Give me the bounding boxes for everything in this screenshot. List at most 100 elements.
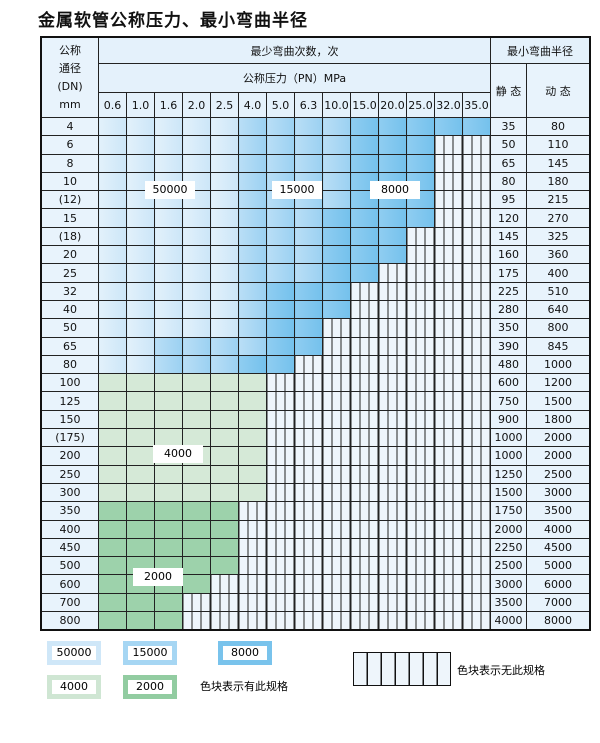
spec-cell: [154, 318, 183, 338]
table-row: 500 2500 5000: [40, 556, 591, 576]
no-spec-cell: [434, 299, 463, 320]
dynamic-radius-cell: 4500: [526, 537, 591, 558]
dynamic-radius-cell: 800: [526, 318, 591, 338]
no-spec-cell: [294, 428, 323, 448]
spec-cell: [294, 281, 323, 301]
no-spec-cell: [238, 519, 267, 539]
spec-cell: [126, 446, 155, 466]
spec-cell: [182, 464, 211, 484]
spec-cell: [210, 153, 239, 173]
spec-cell: [154, 373, 183, 393]
dynamic-radius-cell: 1000: [526, 354, 591, 375]
no-spec-cell: [322, 592, 351, 613]
no-spec-cell: [350, 409, 379, 430]
spec-cell: [98, 391, 127, 411]
spec-cell: [126, 299, 155, 320]
spec-cell: [154, 135, 183, 155]
legend-no-spec-swatch: [353, 652, 451, 686]
no-spec-cell: [294, 354, 323, 375]
spec-cell: [238, 464, 267, 484]
no-spec-cell: [434, 336, 463, 356]
spec-cell: [294, 226, 323, 247]
spec-cell: [154, 336, 183, 356]
static-radius-cell: 160: [490, 245, 527, 265]
spec-cell: [322, 208, 351, 228]
spec-cell: [210, 482, 239, 503]
spec-cell: [154, 592, 183, 613]
dn-cell: 400: [40, 519, 99, 539]
table-row: 80 480 1000: [40, 354, 591, 375]
dynamic-radius-cell: 640: [526, 299, 591, 320]
spec-cell: [238, 373, 267, 393]
no-spec-cell: [462, 354, 491, 375]
no-spec-cell: [378, 464, 407, 484]
no-spec-cell: [434, 501, 463, 521]
no-spec-cell: [350, 501, 379, 521]
spec-cell: [266, 263, 295, 283]
spec-cell: [294, 318, 323, 338]
spec-cell: [238, 135, 267, 155]
dynamic-radius-cell: 6000: [526, 574, 591, 594]
no-spec-cell: [322, 373, 351, 393]
spec-cell: [154, 226, 183, 247]
no-spec-cell: [266, 501, 295, 521]
pressure-col-header: 25.0: [406, 92, 435, 118]
spec-cell: [154, 482, 183, 503]
spec-cell: [294, 245, 323, 265]
spec-cell: [98, 153, 127, 173]
spec-cell: [98, 482, 127, 503]
no-spec-cell: [462, 208, 491, 228]
legend-swatch-15000: 15000: [123, 641, 177, 665]
legend-swatch-2000: 2000: [123, 675, 177, 699]
no-spec-cell: [406, 245, 435, 265]
spec-cell: [210, 373, 239, 393]
no-spec-cell: [210, 574, 239, 594]
spec-cell: [378, 135, 407, 155]
spec-cell: [182, 208, 211, 228]
no-spec-cell: [322, 574, 351, 594]
no-spec-cell: [378, 556, 407, 576]
no-spec-cell: [294, 501, 323, 521]
spec-cell: [98, 574, 127, 594]
spec-cell: [238, 263, 267, 283]
spec-cell: [322, 226, 351, 247]
no-spec-cell: [462, 537, 491, 558]
spec-cell: [378, 116, 407, 137]
spec-cell: [182, 281, 211, 301]
no-spec-cell: [406, 537, 435, 558]
static-radius-cell: 1750: [490, 501, 527, 521]
no-spec-cell: [378, 501, 407, 521]
no-spec-cell: [322, 556, 351, 576]
table-row: 250 1250 2500: [40, 464, 591, 484]
table-row: 150 900 1800: [40, 409, 591, 430]
spec-cell: [350, 116, 379, 137]
no-spec-cell: [294, 464, 323, 484]
spec-cell: [154, 537, 183, 558]
pressure-col-header: 0.6: [98, 92, 127, 118]
no-spec-cell: [406, 556, 435, 576]
no-spec-cell: [266, 537, 295, 558]
no-spec-cell: [350, 318, 379, 338]
spec-cell: [126, 226, 155, 247]
no-spec-cell: [462, 373, 491, 393]
no-spec-cell: [294, 611, 323, 631]
spec-cell: [294, 208, 323, 228]
spec-cell: [182, 409, 211, 430]
spec-cell: [182, 336, 211, 356]
spec-cell: [406, 208, 435, 228]
dynamic-header: 动 态: [526, 63, 591, 118]
pressure-col-header: 32.0: [434, 92, 463, 118]
no-spec-cell: [350, 336, 379, 356]
no-spec-cell: [322, 391, 351, 411]
spec-cell: [210, 135, 239, 155]
no-spec-cell: [406, 592, 435, 613]
table-row: 50 350 800: [40, 318, 591, 338]
dn-header-line: mm: [59, 97, 81, 111]
spec-cell: [350, 208, 379, 228]
static-radius-cell: 3500: [490, 592, 527, 613]
spec-cell: [98, 208, 127, 228]
no-spec-cell: [462, 519, 491, 539]
spec-cell: [210, 299, 239, 320]
dynamic-radius-cell: 400: [526, 263, 591, 283]
table-row: 25 175 400: [40, 263, 591, 283]
